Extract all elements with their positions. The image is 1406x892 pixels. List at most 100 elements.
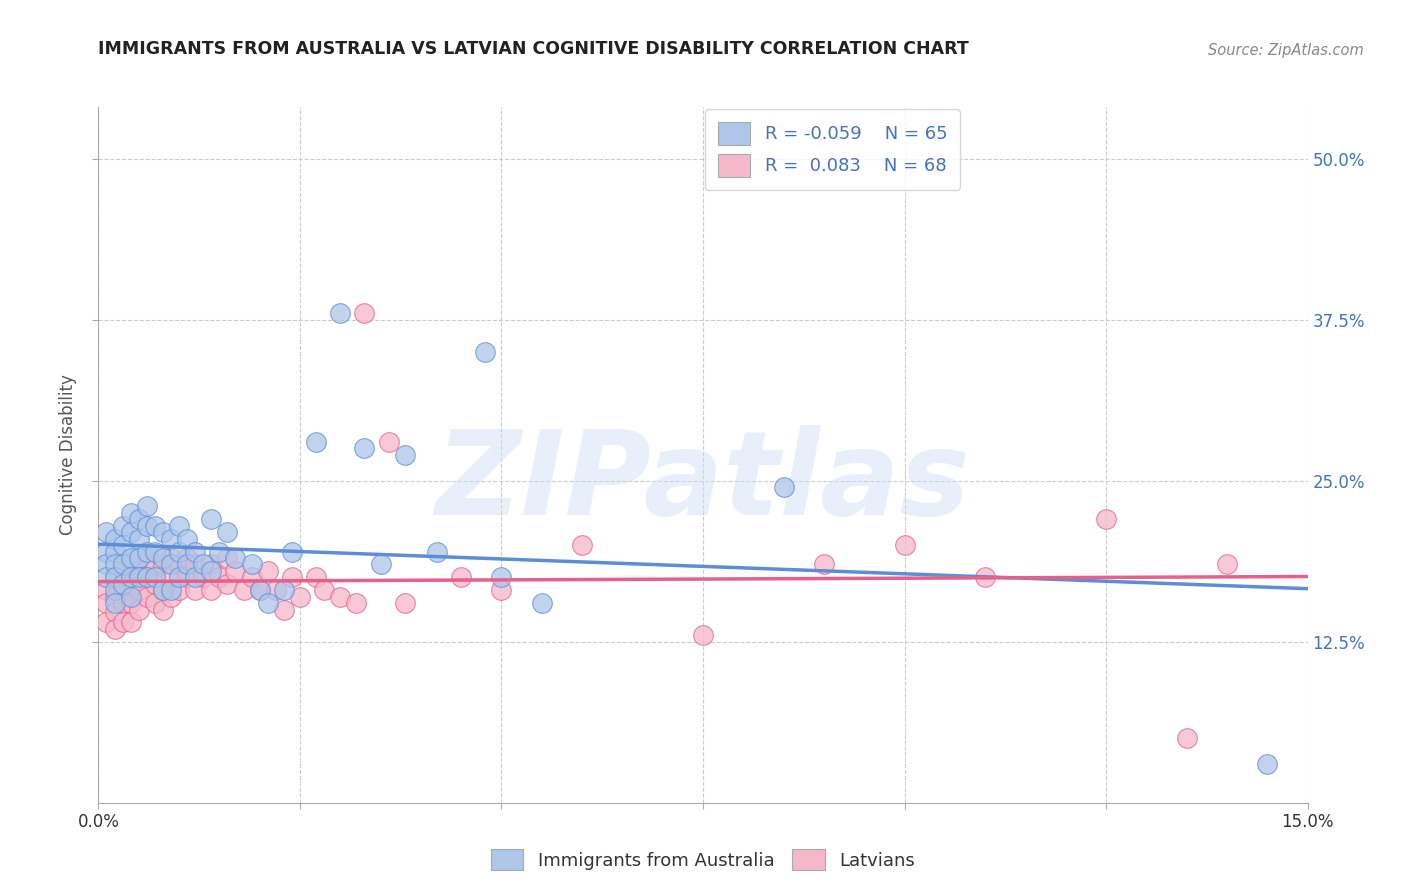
Point: [193, 570, 215, 584]
Point: [152, 583, 174, 598]
Point: [135, 570, 157, 584]
Point: [184, 558, 207, 572]
Point: [329, 306, 352, 320]
Point: [530, 596, 553, 610]
Point: [103, 605, 125, 619]
Point: [256, 596, 278, 610]
Point: [103, 622, 125, 636]
Point: [120, 615, 142, 630]
Point: [240, 570, 263, 584]
Point: [281, 570, 304, 584]
Point: [128, 532, 150, 546]
Text: IMMIGRANTS FROM AUSTRALIA VS LATVIAN COGNITIVE DISABILITY CORRELATION CHART: IMMIGRANTS FROM AUSTRALIA VS LATVIAN COG…: [98, 40, 969, 58]
Point: [96, 525, 118, 540]
Point: [120, 576, 142, 591]
Point: [96, 615, 118, 630]
Point: [111, 615, 134, 630]
Point: [160, 590, 183, 604]
Point: [264, 583, 287, 598]
Point: [249, 583, 271, 598]
Point: [426, 544, 449, 558]
Point: [305, 570, 328, 584]
Text: Source: ZipAtlas.com: Source: ZipAtlas.com: [1208, 43, 1364, 58]
Point: [353, 306, 375, 320]
Point: [394, 448, 416, 462]
Point: [491, 583, 513, 598]
Point: [103, 596, 125, 610]
Point: [305, 435, 328, 450]
Point: [217, 576, 239, 591]
Point: [184, 570, 207, 584]
Point: [167, 570, 190, 584]
Point: [120, 596, 142, 610]
Point: [120, 570, 142, 584]
Point: [167, 583, 190, 598]
Point: [120, 506, 142, 520]
Point: [160, 558, 183, 572]
Point: [111, 583, 134, 598]
Point: [974, 570, 997, 584]
Point: [111, 538, 134, 552]
Point: [224, 551, 246, 566]
Point: [193, 558, 215, 572]
Point: [1175, 731, 1198, 746]
Point: [232, 583, 254, 598]
Point: [200, 564, 222, 578]
Point: [176, 558, 198, 572]
Point: [217, 551, 239, 566]
Point: [273, 602, 295, 616]
Point: [143, 544, 166, 558]
Point: [120, 590, 142, 604]
Point: [167, 544, 190, 558]
Point: [96, 544, 118, 558]
Point: [128, 602, 150, 616]
Point: [111, 518, 134, 533]
Point: [143, 518, 166, 533]
Point: [772, 480, 794, 494]
Point: [111, 558, 134, 572]
Point: [111, 576, 134, 591]
Point: [143, 576, 166, 591]
Point: [128, 570, 150, 584]
Point: [344, 596, 367, 610]
Point: [217, 525, 239, 540]
Point: [288, 590, 311, 604]
Point: [1256, 757, 1278, 772]
Point: [1095, 512, 1118, 526]
Point: [135, 551, 157, 566]
Point: [281, 544, 304, 558]
Point: [103, 583, 125, 598]
Y-axis label: Cognitive Disability: Cognitive Disability: [59, 375, 77, 535]
Point: [167, 518, 190, 533]
Point: [893, 538, 915, 552]
Point: [184, 583, 207, 598]
Point: [200, 512, 222, 526]
Point: [152, 551, 174, 566]
Point: [160, 570, 183, 584]
Point: [152, 525, 174, 540]
Point: [200, 583, 222, 598]
Point: [120, 525, 142, 540]
Point: [96, 583, 118, 598]
Point: [491, 570, 513, 584]
Point: [120, 551, 142, 566]
Point: [1216, 558, 1239, 572]
Point: [135, 518, 157, 533]
Point: [120, 558, 142, 572]
Point: [143, 558, 166, 572]
Point: [135, 570, 157, 584]
Point: [208, 544, 231, 558]
Point: [111, 564, 134, 578]
Point: [224, 564, 246, 578]
Point: [135, 590, 157, 604]
Point: [128, 512, 150, 526]
Point: [692, 628, 714, 642]
Point: [314, 583, 336, 598]
Point: [128, 583, 150, 598]
Point: [240, 558, 263, 572]
Point: [111, 596, 134, 610]
Point: [353, 442, 375, 456]
Point: [273, 583, 295, 598]
Point: [160, 583, 183, 598]
Point: [128, 564, 150, 578]
